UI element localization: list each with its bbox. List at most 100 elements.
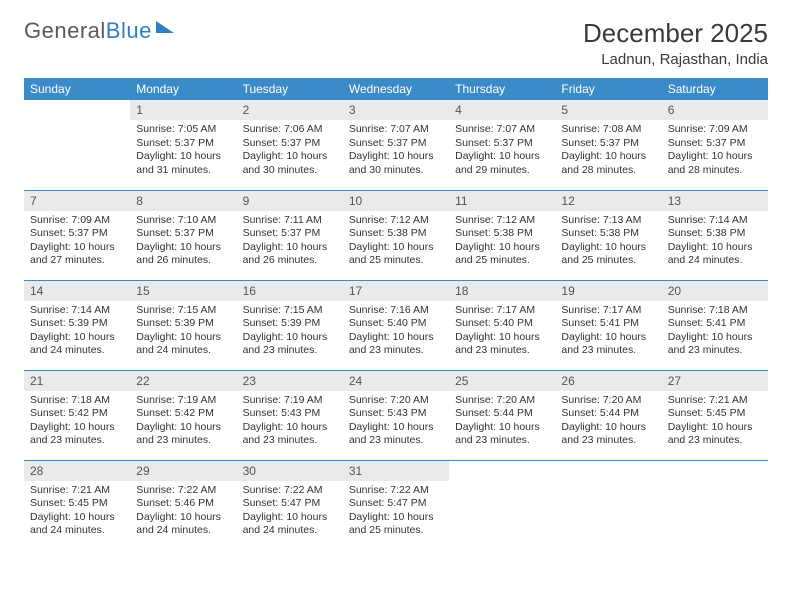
sunrise-text: Sunrise: 7:22 AM bbox=[349, 484, 443, 498]
day-header-row: Sunday Monday Tuesday Wednesday Thursday… bbox=[24, 78, 768, 100]
day-details: Sunrise: 7:22 AMSunset: 5:47 PMDaylight:… bbox=[237, 481, 343, 543]
day-details: Sunrise: 7:07 AMSunset: 5:37 PMDaylight:… bbox=[449, 120, 555, 182]
calendar-cell bbox=[662, 460, 768, 550]
sunrise-text: Sunrise: 7:12 AM bbox=[455, 214, 549, 228]
day-header: Friday bbox=[555, 78, 661, 100]
sunset-text: Sunset: 5:39 PM bbox=[30, 317, 124, 331]
sunrise-text: Sunrise: 7:11 AM bbox=[243, 214, 337, 228]
daylight-text: Daylight: 10 hours and 28 minutes. bbox=[561, 150, 655, 177]
calendar-cell: 30Sunrise: 7:22 AMSunset: 5:47 PMDayligh… bbox=[237, 460, 343, 550]
calendar-cell: 13Sunrise: 7:14 AMSunset: 5:38 PMDayligh… bbox=[662, 190, 768, 280]
sunset-text: Sunset: 5:45 PM bbox=[30, 497, 124, 511]
calendar-cell: 19Sunrise: 7:17 AMSunset: 5:41 PMDayligh… bbox=[555, 280, 661, 370]
daylight-text: Daylight: 10 hours and 23 minutes. bbox=[668, 421, 762, 448]
day-number: 11 bbox=[449, 191, 555, 211]
day-details: Sunrise: 7:06 AMSunset: 5:37 PMDaylight:… bbox=[237, 120, 343, 182]
day-details: Sunrise: 7:20 AMSunset: 5:44 PMDaylight:… bbox=[555, 391, 661, 453]
calendar-cell: 12Sunrise: 7:13 AMSunset: 5:38 PMDayligh… bbox=[555, 190, 661, 280]
daylight-text: Daylight: 10 hours and 25 minutes. bbox=[455, 241, 549, 268]
sunset-text: Sunset: 5:37 PM bbox=[561, 137, 655, 151]
month-title: December 2025 bbox=[583, 18, 768, 49]
calendar-cell: 15Sunrise: 7:15 AMSunset: 5:39 PMDayligh… bbox=[130, 280, 236, 370]
sunset-text: Sunset: 5:37 PM bbox=[455, 137, 549, 151]
sunset-text: Sunset: 5:40 PM bbox=[455, 317, 549, 331]
day-number: 4 bbox=[449, 100, 555, 120]
calendar-cell: 14Sunrise: 7:14 AMSunset: 5:39 PMDayligh… bbox=[24, 280, 130, 370]
day-number: 29 bbox=[130, 461, 236, 481]
calendar-cell: 22Sunrise: 7:19 AMSunset: 5:42 PMDayligh… bbox=[130, 370, 236, 460]
daylight-text: Daylight: 10 hours and 25 minutes. bbox=[349, 511, 443, 538]
sunrise-text: Sunrise: 7:17 AM bbox=[455, 304, 549, 318]
sunset-text: Sunset: 5:37 PM bbox=[668, 137, 762, 151]
sunrise-text: Sunrise: 7:20 AM bbox=[349, 394, 443, 408]
day-details: Sunrise: 7:13 AMSunset: 5:38 PMDaylight:… bbox=[555, 211, 661, 273]
sunset-text: Sunset: 5:38 PM bbox=[668, 227, 762, 241]
sunset-text: Sunset: 5:37 PM bbox=[136, 227, 230, 241]
day-number: 28 bbox=[24, 461, 130, 481]
daylight-text: Daylight: 10 hours and 23 minutes. bbox=[561, 421, 655, 448]
daylight-text: Daylight: 10 hours and 23 minutes. bbox=[243, 421, 337, 448]
daylight-text: Daylight: 10 hours and 23 minutes. bbox=[349, 421, 443, 448]
sunrise-text: Sunrise: 7:14 AM bbox=[668, 214, 762, 228]
calendar-week-row: 21Sunrise: 7:18 AMSunset: 5:42 PMDayligh… bbox=[24, 370, 768, 460]
day-details: Sunrise: 7:12 AMSunset: 5:38 PMDaylight:… bbox=[449, 211, 555, 273]
day-number: 13 bbox=[662, 191, 768, 211]
sunrise-text: Sunrise: 7:20 AM bbox=[561, 394, 655, 408]
day-details: Sunrise: 7:18 AMSunset: 5:42 PMDaylight:… bbox=[24, 391, 130, 453]
daylight-text: Daylight: 10 hours and 24 minutes. bbox=[136, 511, 230, 538]
day-details: Sunrise: 7:21 AMSunset: 5:45 PMDaylight:… bbox=[24, 481, 130, 543]
sunset-text: Sunset: 5:38 PM bbox=[561, 227, 655, 241]
sunrise-text: Sunrise: 7:17 AM bbox=[561, 304, 655, 318]
sunrise-text: Sunrise: 7:18 AM bbox=[30, 394, 124, 408]
sunset-text: Sunset: 5:41 PM bbox=[561, 317, 655, 331]
calendar-week-row: 28Sunrise: 7:21 AMSunset: 5:45 PMDayligh… bbox=[24, 460, 768, 550]
day-number bbox=[555, 461, 661, 467]
daylight-text: Daylight: 10 hours and 28 minutes. bbox=[668, 150, 762, 177]
calendar-cell: 4Sunrise: 7:07 AMSunset: 5:37 PMDaylight… bbox=[449, 100, 555, 190]
sunset-text: Sunset: 5:38 PM bbox=[455, 227, 549, 241]
day-number: 10 bbox=[343, 191, 449, 211]
day-number: 8 bbox=[130, 191, 236, 211]
sunset-text: Sunset: 5:39 PM bbox=[243, 317, 337, 331]
sunset-text: Sunset: 5:47 PM bbox=[349, 497, 443, 511]
day-header: Thursday bbox=[449, 78, 555, 100]
calendar-cell: 25Sunrise: 7:20 AMSunset: 5:44 PMDayligh… bbox=[449, 370, 555, 460]
calendar-cell: 1Sunrise: 7:05 AMSunset: 5:37 PMDaylight… bbox=[130, 100, 236, 190]
day-number: 7 bbox=[24, 191, 130, 211]
daylight-text: Daylight: 10 hours and 23 minutes. bbox=[668, 331, 762, 358]
day-details: Sunrise: 7:19 AMSunset: 5:42 PMDaylight:… bbox=[130, 391, 236, 453]
calendar-cell bbox=[449, 460, 555, 550]
calendar-cell: 26Sunrise: 7:20 AMSunset: 5:44 PMDayligh… bbox=[555, 370, 661, 460]
sunrise-text: Sunrise: 7:05 AM bbox=[136, 123, 230, 137]
day-number: 25 bbox=[449, 371, 555, 391]
daylight-text: Daylight: 10 hours and 24 minutes. bbox=[243, 511, 337, 538]
daylight-text: Daylight: 10 hours and 24 minutes. bbox=[30, 331, 124, 358]
calendar-cell: 3Sunrise: 7:07 AMSunset: 5:37 PMDaylight… bbox=[343, 100, 449, 190]
sunset-text: Sunset: 5:37 PM bbox=[30, 227, 124, 241]
day-header: Saturday bbox=[662, 78, 768, 100]
calendar-page: GeneralBlue December 2025 Ladnun, Rajast… bbox=[0, 0, 792, 560]
day-number: 5 bbox=[555, 100, 661, 120]
daylight-text: Daylight: 10 hours and 26 minutes. bbox=[136, 241, 230, 268]
day-header: Monday bbox=[130, 78, 236, 100]
day-number: 27 bbox=[662, 371, 768, 391]
sunset-text: Sunset: 5:38 PM bbox=[349, 227, 443, 241]
calendar-table: Sunday Monday Tuesday Wednesday Thursday… bbox=[24, 78, 768, 550]
day-details: Sunrise: 7:21 AMSunset: 5:45 PMDaylight:… bbox=[662, 391, 768, 453]
logo-word-1: General bbox=[24, 18, 106, 44]
calendar-body: 1Sunrise: 7:05 AMSunset: 5:37 PMDaylight… bbox=[24, 100, 768, 550]
sunrise-text: Sunrise: 7:09 AM bbox=[668, 123, 762, 137]
sunset-text: Sunset: 5:44 PM bbox=[561, 407, 655, 421]
sunset-text: Sunset: 5:37 PM bbox=[349, 137, 443, 151]
sunrise-text: Sunrise: 7:15 AM bbox=[243, 304, 337, 318]
logo-triangle-icon bbox=[156, 21, 174, 33]
day-details: Sunrise: 7:08 AMSunset: 5:37 PMDaylight:… bbox=[555, 120, 661, 182]
daylight-text: Daylight: 10 hours and 30 minutes. bbox=[243, 150, 337, 177]
day-number: 19 bbox=[555, 281, 661, 301]
day-number: 21 bbox=[24, 371, 130, 391]
day-details: Sunrise: 7:17 AMSunset: 5:40 PMDaylight:… bbox=[449, 301, 555, 363]
daylight-text: Daylight: 10 hours and 23 minutes. bbox=[349, 331, 443, 358]
day-details: Sunrise: 7:07 AMSunset: 5:37 PMDaylight:… bbox=[343, 120, 449, 182]
calendar-cell bbox=[24, 100, 130, 190]
day-details: Sunrise: 7:18 AMSunset: 5:41 PMDaylight:… bbox=[662, 301, 768, 363]
